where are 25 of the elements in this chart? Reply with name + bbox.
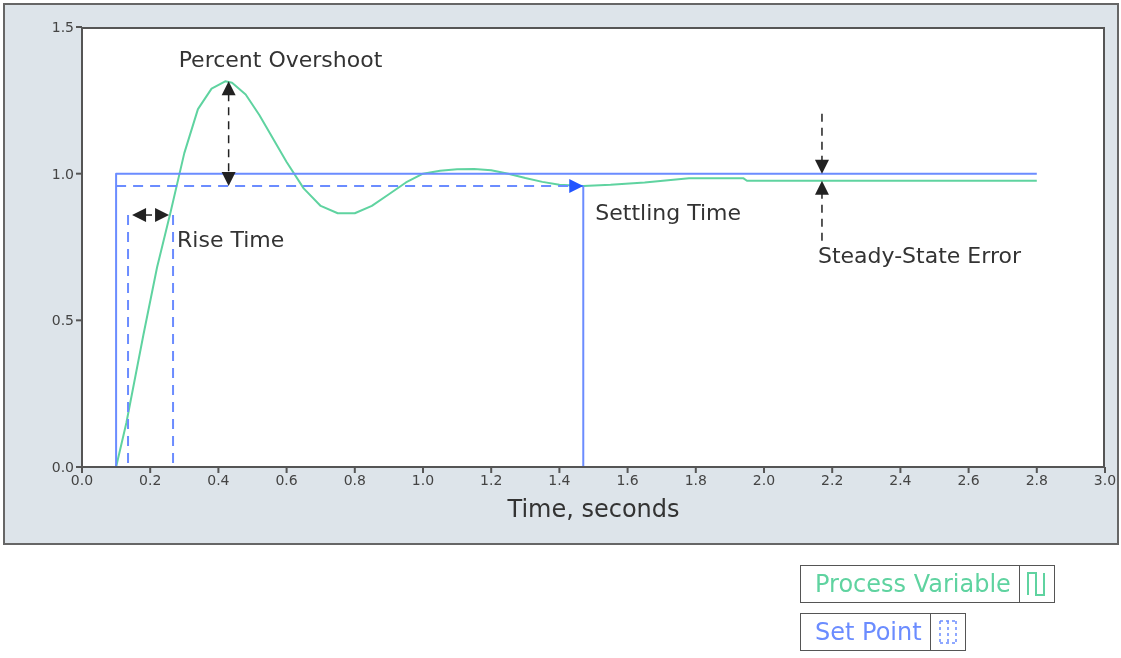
annotation: Percent Overshoot: [178, 47, 383, 73]
x-tick-label: 1.6: [616, 471, 639, 488]
annotation: Steady-State Error: [817, 242, 1022, 268]
x-tick-label: 2.8: [1025, 471, 1048, 488]
x-tick-label: 1.0: [411, 471, 435, 488]
x-tick-label: 0.8: [343, 471, 366, 488]
x-axis-title: Time, seconds: [506, 495, 681, 523]
text: Process Variable: [814, 569, 1012, 600]
x-tick-label: 3.0: [1093, 471, 1117, 488]
y-tick-label: 1.5: [51, 18, 74, 35]
x-tick-label: 2.4: [889, 471, 912, 488]
x-tick-label: 0.2: [139, 471, 162, 488]
x-tick-label: 2.0: [752, 471, 776, 488]
x-tick-label: 0.4: [207, 471, 230, 488]
annotation: Settling Time: [595, 199, 741, 225]
x-tick-label: 1.2: [480, 471, 503, 488]
x-tick-label: 1.8: [684, 471, 707, 488]
y-tick-label: 1.0: [51, 165, 74, 182]
text: Set Point: [814, 617, 923, 648]
x-tick-label: 2.6: [957, 471, 980, 488]
x-tick-label: 0.6: [275, 471, 298, 488]
x-tick-label: 2.2: [821, 471, 844, 488]
annotation: Rise Time: [177, 227, 285, 253]
y-tick-label: 0.5: [51, 312, 74, 329]
x-tick-label: 1.4: [548, 471, 571, 488]
